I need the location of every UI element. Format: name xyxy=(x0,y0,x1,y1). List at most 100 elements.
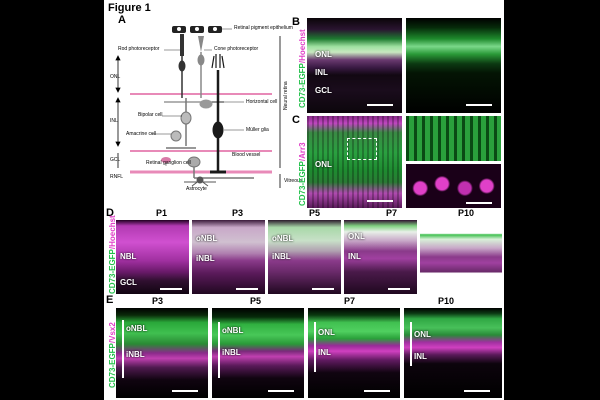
panel-e-timepoint-p3: P3 xyxy=(152,296,164,306)
panel-e-p5-bracket xyxy=(218,322,220,378)
panel-e-p3-scalebar xyxy=(172,390,198,392)
horizontal-label: Horizontal cell xyxy=(246,99,278,105)
panel-b-gcl-label: GCL xyxy=(315,86,332,95)
panel-e-p3-inbl-label: iNBL xyxy=(126,350,145,359)
panel-d-image-p1: NBL GCL xyxy=(116,220,189,294)
layer-gcl-label: GCL xyxy=(110,157,121,163)
panel-e-p3-onbl-label: oNBL xyxy=(126,324,148,333)
figure-title: Figure 1 xyxy=(108,2,151,14)
panel-e-image-p5: oNBL iNBL xyxy=(212,308,304,398)
vitreous-label: Vitreous xyxy=(284,178,303,184)
panel-d-p7-onl-label: ONL xyxy=(348,232,365,241)
panel-e-p5-scalebar xyxy=(268,390,294,392)
figure: Figure 1 A xyxy=(104,0,504,400)
panel-e-timepoint-p5: P5 xyxy=(250,296,262,306)
panel-e-timepoint-p10: P10 xyxy=(438,296,455,306)
blood-vessel xyxy=(161,157,171,163)
panel-d-timepoint-p7: P7 xyxy=(386,208,398,218)
panel-e-p7-bracket xyxy=(314,322,316,372)
panel-e-p5-onbl-label: oNBL xyxy=(222,326,244,335)
panel-d-image-p10 xyxy=(420,220,502,294)
panel-e-image-p3: oNBL iNBL xyxy=(116,308,208,398)
panel-d-p10-scalebar xyxy=(470,288,492,290)
panel-d-p3-onbl-label: oNBL xyxy=(196,234,218,243)
panel-e-p10-scalebar xyxy=(464,390,490,392)
panel-c-scalebar xyxy=(367,200,393,202)
panel-e-image-p10: ONL INL xyxy=(404,308,502,398)
panel-d-p1-gcl-label: GCL xyxy=(120,278,137,287)
panel-b-image-main: ONL INL GCL xyxy=(307,18,402,113)
panel-b-image-green xyxy=(406,18,501,113)
leader-lines xyxy=(152,28,244,166)
panel-letter-d: D xyxy=(106,207,114,219)
bipolar-label: Bipolar cell xyxy=(138,112,163,118)
panel-e-p7-inl-label: INL xyxy=(318,348,331,357)
astrocyte-label: Astrocyte xyxy=(186,186,207,192)
panel-d-timepoint-p3: P3 xyxy=(232,208,244,218)
panel-d-image-p5: oNBL iNBL xyxy=(268,220,341,294)
panel-letter-a: A xyxy=(118,14,126,26)
panel-e-p10-onl-label: ONL xyxy=(414,330,431,339)
retina-diagram xyxy=(115,26,281,188)
panel-e-p10-inl-label: INL xyxy=(414,352,427,361)
cone-label: Cone photoreceptor xyxy=(214,46,259,52)
panel-c-zoom-magenta xyxy=(406,164,501,208)
panel-letter-c: C xyxy=(292,114,300,126)
panel-d-p5-inbl-label: iNBL xyxy=(272,252,291,261)
muller-glia xyxy=(210,54,226,174)
amacrine-label: Amacrine cell xyxy=(126,131,157,137)
rpe-cells xyxy=(172,26,222,33)
panel-e-p5-inbl-label: iNBL xyxy=(222,348,241,357)
panel-e-p7-scalebar xyxy=(364,390,390,392)
ganglion-label: Retinal ganglion cell xyxy=(146,160,191,166)
panel-c-stain-label: CD73-EGFP/Arr3 xyxy=(298,142,307,206)
panel-d-p5-onbl-label: oNBL xyxy=(272,234,294,243)
panel-d-timepoint-p10: P10 xyxy=(458,208,475,218)
panel-letter-e: E xyxy=(106,294,114,306)
panel-c-image-main: ONL xyxy=(307,116,402,208)
layer-inl-label: INL xyxy=(110,118,118,124)
panel-d-image-p3: oNBL iNBL xyxy=(192,220,265,294)
layer-rnfl-label: RNFL xyxy=(110,174,124,180)
panel-d-p1-scalebar xyxy=(160,288,182,290)
panel-d-p1-nbl-label: NBL xyxy=(120,252,137,261)
rod-label: Rod photoreceptor xyxy=(118,46,160,52)
muller-label: Müller glia xyxy=(246,127,269,133)
panel-b-inl-label: INL xyxy=(315,68,328,77)
panel-d-p5-scalebar xyxy=(312,288,334,290)
panel-d-p3-scalebar xyxy=(236,288,258,290)
rpe-label: Retinal pigment epithelium xyxy=(234,25,293,31)
horizontal-cell xyxy=(164,99,224,109)
panel-d-p7-scalebar xyxy=(388,288,410,290)
panel-e-image-p7: ONL INL xyxy=(308,308,400,398)
panel-b-scalebar xyxy=(367,104,393,106)
panel-c-zoom-scalebar xyxy=(466,202,492,204)
panel-e-p7-onl-label: ONL xyxy=(318,328,335,337)
amacrine-cell xyxy=(166,130,196,149)
panel-e-p10-bracket xyxy=(410,322,412,366)
panel-c-zoom-green xyxy=(406,116,501,161)
layer-brackets xyxy=(115,55,121,168)
rod-photoreceptor xyxy=(178,34,186,98)
panel-d-timepoint-p1: P1 xyxy=(156,208,168,218)
panel-d-p7-inl-label: INL xyxy=(348,252,361,261)
panel-d-image-p7: ONL INL xyxy=(344,220,417,294)
vessel-label: Blood vessel xyxy=(232,152,261,158)
panel-b-stain-label: CD73-EGFP/Hoechst xyxy=(298,29,307,108)
panel-b-onl-label: ONL xyxy=(315,50,332,59)
retinal-ganglion-cell xyxy=(187,156,254,179)
neural-retina-label: Neural retina xyxy=(283,81,289,110)
panel-e-p3-bracket xyxy=(122,320,124,378)
layer-onl-label: ONL xyxy=(110,74,121,80)
astrocyte xyxy=(184,176,216,187)
panel-d-p3-inbl-label: iNBL xyxy=(196,254,215,263)
cone-photoreceptor xyxy=(197,36,205,98)
panel-d-timepoint-p5: P5 xyxy=(309,208,321,218)
panel-b-green-scalebar xyxy=(466,104,492,106)
panel-c-onl-label: ONL xyxy=(315,160,332,169)
panel-c-inset-box xyxy=(347,138,377,160)
bipolar-cell xyxy=(180,98,192,146)
panel-e-timepoint-p7: P7 xyxy=(344,296,356,306)
panel-letter-b: B xyxy=(292,16,300,28)
